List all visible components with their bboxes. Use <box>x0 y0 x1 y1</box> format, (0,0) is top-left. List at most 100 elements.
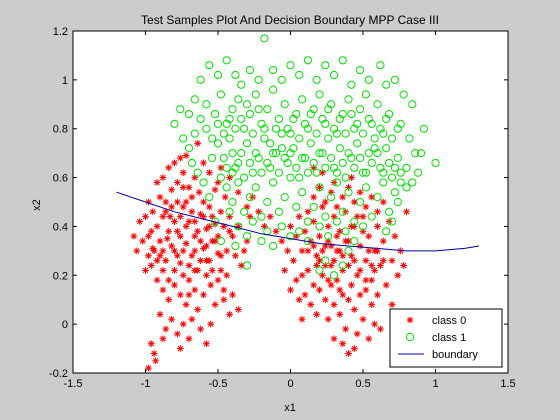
class-0-point <box>310 193 318 201</box>
class-0-point <box>162 325 170 333</box>
class-1-point <box>219 129 228 138</box>
class-1-point <box>303 56 312 65</box>
class-0-point <box>182 240 190 247</box>
class-0-point <box>301 291 309 299</box>
class-1-point <box>387 217 397 226</box>
class-0-point <box>214 276 222 284</box>
class-0-point <box>298 271 306 279</box>
class-1-point <box>184 109 194 119</box>
x-tick-label: 1 <box>432 378 438 390</box>
class-0-point <box>174 330 181 338</box>
class-0-point <box>350 345 358 352</box>
class-0-point <box>174 252 181 260</box>
class-1-point <box>196 75 205 84</box>
class-1-point <box>309 202 318 211</box>
class-1-point <box>254 153 263 163</box>
class-0-point <box>194 227 202 235</box>
class-0-point <box>336 310 344 318</box>
class-0-point <box>145 252 152 260</box>
class-0-point <box>205 223 213 230</box>
class-0-point <box>207 320 215 328</box>
class-1-point <box>376 163 385 172</box>
class-1-point <box>222 163 231 172</box>
class-0-point <box>333 232 341 240</box>
class-0-point <box>174 179 181 186</box>
class-1-point <box>327 193 336 202</box>
class-1-point <box>321 256 330 265</box>
class-1-point <box>205 193 214 202</box>
class-0-point <box>353 271 361 279</box>
class-0-point <box>377 262 384 269</box>
class-1-point <box>431 158 440 168</box>
class-0-point <box>150 247 158 255</box>
class-1-point <box>222 183 231 192</box>
class-0-point <box>365 232 373 240</box>
legend: class 0 class 1 boundary <box>389 308 503 368</box>
class-1-point <box>335 114 344 124</box>
class-1-point <box>393 153 402 163</box>
class-0-point <box>207 281 215 289</box>
class-0-point <box>142 267 149 274</box>
class-1-point <box>292 109 301 119</box>
class-0-point <box>176 232 184 240</box>
class-1-point <box>414 168 423 177</box>
class-1-point <box>315 90 324 99</box>
class-0-point <box>191 267 199 274</box>
class-0-point <box>217 267 225 274</box>
class-1-point <box>382 80 391 89</box>
class-0-point <box>217 252 225 260</box>
class-0-point <box>339 252 347 260</box>
class-0-point <box>226 310 233 318</box>
class-1-point <box>231 70 240 80</box>
class-0-point <box>345 350 352 357</box>
class-1-point <box>269 241 278 251</box>
class-0-point <box>191 218 199 225</box>
class-0-point <box>188 252 196 260</box>
class-0-point <box>165 276 173 284</box>
class-0-point <box>301 227 309 235</box>
class-0-point <box>171 267 178 274</box>
class-1-point <box>257 236 266 246</box>
class-0-point <box>166 213 174 221</box>
class-1-point <box>213 119 223 128</box>
class-1-point <box>318 149 327 158</box>
class-0-point <box>234 223 242 230</box>
class-1-point <box>350 163 359 172</box>
class-0-point <box>182 152 190 159</box>
class-0-point <box>153 257 161 265</box>
class-0-point <box>295 213 303 221</box>
class-0-point <box>147 340 155 348</box>
class-1-point <box>315 183 324 192</box>
class-0-point <box>324 276 332 284</box>
class-1-point <box>367 158 376 168</box>
class-1-point <box>408 178 417 187</box>
class-1-point <box>373 193 382 202</box>
class-1-point <box>231 124 240 133</box>
class-0-point <box>159 247 167 255</box>
class-1-point <box>376 124 385 133</box>
class-1-point <box>190 129 199 138</box>
class-1-point <box>254 75 263 84</box>
class-1-point <box>298 188 307 197</box>
class-1-point <box>228 105 237 114</box>
class-1-point <box>303 217 312 226</box>
class-0-point <box>371 267 378 274</box>
class-1-point <box>277 144 286 153</box>
class-0-point <box>156 193 164 201</box>
class-0-point <box>200 291 207 299</box>
class-0-point <box>403 208 410 216</box>
class-1-point <box>199 178 208 187</box>
class-1-point <box>358 168 368 177</box>
class-0-point <box>368 301 376 308</box>
class-1-point <box>286 149 295 158</box>
class-0-point <box>345 296 352 304</box>
class-0-point <box>339 291 347 299</box>
class-0-point <box>153 179 161 186</box>
class-1-point <box>315 222 324 231</box>
class-0-point <box>272 227 280 235</box>
class-1-point <box>283 158 292 168</box>
class-1-point <box>321 119 330 128</box>
class-0-point <box>220 286 228 294</box>
class-1-point <box>341 173 350 182</box>
class-1-point <box>222 119 231 128</box>
